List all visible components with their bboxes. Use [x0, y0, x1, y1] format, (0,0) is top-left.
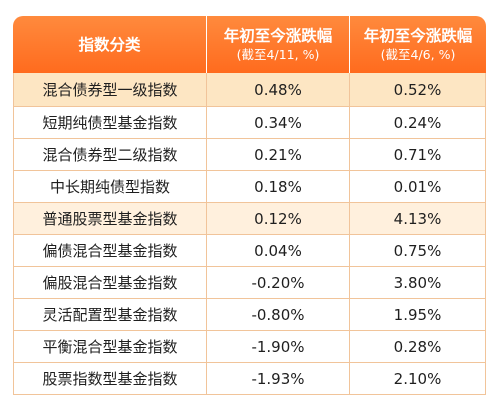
- index-performance-table: 指数分类 年初至今涨跌幅 (截至4/11, %) 年初至今涨跌幅 (截至4/6,…: [13, 16, 486, 395]
- index-performance-table-container: 指数分类 年初至今涨跌幅 (截至4/11, %) 年初至今涨跌幅 (截至4/6,…: [13, 16, 486, 403]
- row-value-apr6: 2.10%: [349, 363, 486, 395]
- row-value-apr6: 4.13%: [349, 203, 486, 235]
- table-body: 混合债券型一级指数 0.48% 0.52% 短期纯债型基金指数 0.34% 0.…: [13, 73, 486, 395]
- row-value-apr11: 0.34%: [206, 107, 349, 139]
- row-value-apr11: 0.48%: [206, 73, 349, 107]
- table-row: 股票指数型基金指数 -1.93% 2.10%: [13, 363, 486, 395]
- row-value-apr6: 0.24%: [349, 107, 486, 139]
- header-row: 指数分类 年初至今涨跌幅 (截至4/11, %) 年初至今涨跌幅 (截至4/6,…: [13, 16, 486, 73]
- row-value-apr6: 0.52%: [349, 73, 486, 107]
- row-value-apr6: 1.95%: [349, 299, 486, 331]
- row-value-apr6: 0.28%: [349, 331, 486, 363]
- row-index-name: 混合债券型一级指数: [13, 73, 206, 107]
- row-index-name: 股票指数型基金指数: [13, 363, 206, 395]
- row-value-apr6: 3.80%: [349, 267, 486, 299]
- table-row: 混合债券型一级指数 0.48% 0.52%: [13, 73, 486, 107]
- table-header: 指数分类 年初至今涨跌幅 (截至4/11, %) 年初至今涨跌幅 (截至4/6,…: [13, 16, 486, 73]
- header-category: 指数分类: [13, 16, 206, 73]
- row-index-name: 混合债券型二级指数: [13, 139, 206, 171]
- header-ytd-change-apr6-label: 年初至今涨跌幅: [363, 27, 473, 45]
- header-ytd-change-apr11: 年初至今涨跌幅 (截至4/11, %): [206, 16, 349, 73]
- row-value-apr6: 0.75%: [349, 235, 486, 267]
- row-value-apr11: -0.80%: [206, 299, 349, 331]
- row-value-apr11: 0.12%: [206, 203, 349, 235]
- header-ytd-change-apr6: 年初至今涨跌幅 (截至4/6, %): [349, 16, 486, 73]
- table-row: 灵活配置型基金指数 -0.80% 1.95%: [13, 299, 486, 331]
- table-row: 平衡混合型基金指数 -1.90% 0.28%: [13, 331, 486, 363]
- row-value-apr11: -1.93%: [206, 363, 349, 395]
- row-index-name: 偏债混合型基金指数: [13, 235, 206, 267]
- row-index-name: 平衡混合型基金指数: [13, 331, 206, 363]
- table-row: 混合债券型二级指数 0.21% 0.71%: [13, 139, 486, 171]
- header-category-label: 指数分类: [78, 35, 141, 54]
- row-value-apr11: -0.20%: [206, 267, 349, 299]
- header-ytd-change-apr11-label: 年初至今涨跌幅: [223, 27, 333, 45]
- row-value-apr6: 0.71%: [349, 139, 486, 171]
- table-row: 中长期纯债型指数 0.18% 0.01%: [13, 171, 486, 203]
- header-ytd-change-apr6-sublabel: (截至4/6, %): [380, 47, 456, 62]
- table-row: 偏债混合型基金指数 0.04% 0.75%: [13, 235, 486, 267]
- row-value-apr11: 0.21%: [206, 139, 349, 171]
- row-index-name: 中长期纯债型指数: [13, 171, 206, 203]
- table-row: 普通股票型基金指数 0.12% 4.13%: [13, 203, 486, 235]
- header-ytd-change-apr11-sublabel: (截至4/11, %): [236, 47, 320, 62]
- row-value-apr6: 0.01%: [349, 171, 486, 203]
- row-value-apr11: 0.04%: [206, 235, 349, 267]
- table-row: 偏股混合型基金指数 -0.20% 3.80%: [13, 267, 486, 299]
- row-index-name: 偏股混合型基金指数: [13, 267, 206, 299]
- row-index-name: 灵活配置型基金指数: [13, 299, 206, 331]
- row-index-name: 普通股票型基金指数: [13, 203, 206, 235]
- row-value-apr11: 0.18%: [206, 171, 349, 203]
- row-value-apr11: -1.90%: [206, 331, 349, 363]
- table-row: 短期纯债型基金指数 0.34% 0.24%: [13, 107, 486, 139]
- row-index-name: 短期纯债型基金指数: [13, 107, 206, 139]
